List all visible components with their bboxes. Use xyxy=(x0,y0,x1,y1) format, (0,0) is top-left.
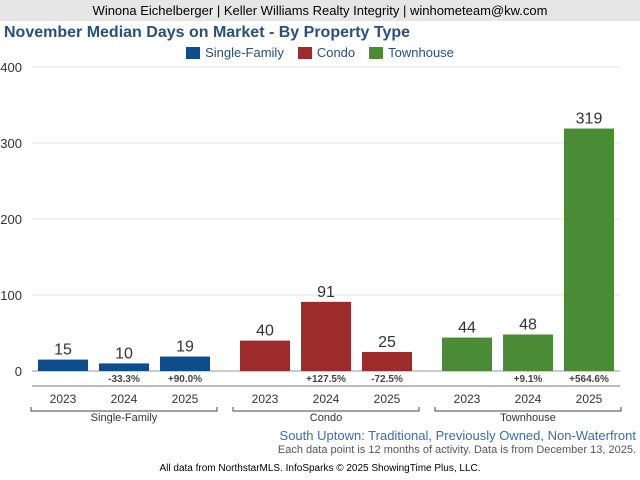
year-tick-label: 2025 xyxy=(172,392,199,406)
y-tick-label: 100 xyxy=(0,288,22,303)
change-label: -72.5% xyxy=(371,374,403,385)
source-credit: All data from NorthstarMLS. InfoSparks ©… xyxy=(159,463,481,474)
bar xyxy=(38,359,88,371)
year-tick-label: 2024 xyxy=(313,392,340,406)
bar-chart: 0 100 200 300 400 15 2023 10 -33.3% 2024 19 +90.0% 2… xyxy=(0,60,622,424)
legend: Single-Family Condo Townhouse xyxy=(0,45,640,60)
data-note: Each data point is 12 months of activity… xyxy=(277,444,636,456)
bar xyxy=(503,334,553,371)
year-tick-label: 2025 xyxy=(576,392,603,406)
bar-value-label: 48 xyxy=(519,317,537,334)
bar-value-label: 91 xyxy=(317,284,335,301)
bar xyxy=(301,301,351,371)
change-label: +564.6% xyxy=(569,374,609,385)
group-bracket xyxy=(30,407,218,412)
legend-swatch-condo xyxy=(297,46,312,59)
year-tick-label: 2025 xyxy=(374,392,401,406)
bar xyxy=(564,128,614,371)
bar-value-label: 40 xyxy=(256,323,274,340)
year-tick-label: 2023 xyxy=(252,392,279,406)
legend-label-condo: Condo xyxy=(316,45,356,60)
bar-value-label: 15 xyxy=(54,342,72,359)
legend-swatch-townhouse xyxy=(369,46,384,59)
bar xyxy=(442,337,492,371)
bar-value-label: 44 xyxy=(458,320,476,337)
bar xyxy=(160,356,210,371)
group-label: Condo xyxy=(310,412,342,424)
contact-header: Winona Eichelberger | Keller Williams Re… xyxy=(0,0,640,21)
change-label: +9.1% xyxy=(514,374,543,385)
y-tick-label: 300 xyxy=(0,136,22,151)
change-label: +127.5% xyxy=(306,374,346,385)
legend-label-single-family: Single-Family xyxy=(205,45,284,60)
group-bracket xyxy=(434,407,622,412)
bar-value-label: 25 xyxy=(378,334,396,351)
bar-value-label: 319 xyxy=(576,111,603,128)
year-tick-label: 2024 xyxy=(515,392,542,406)
group-label: Single-Family xyxy=(91,412,158,424)
group-label: Townhouse xyxy=(500,412,556,424)
year-tick-label: 2023 xyxy=(454,392,481,406)
legend-swatch-single-family xyxy=(186,46,201,59)
y-tick-label: 200 xyxy=(0,212,22,227)
year-tick-label: 2024 xyxy=(111,392,138,406)
y-tick-label: 400 xyxy=(0,60,22,75)
bar-value-label: 10 xyxy=(115,345,133,362)
chart-title: November Median Days on Market - By Prop… xyxy=(4,24,411,41)
area-description: South Uptown: Traditional, Previously Ow… xyxy=(279,428,636,443)
bar xyxy=(240,340,290,371)
legend-item-condo[interactable]: Condo xyxy=(297,45,356,60)
legend-label-townhouse: Townhouse xyxy=(388,45,454,60)
year-tick-label: 2023 xyxy=(50,392,77,406)
bar-value-label: 19 xyxy=(176,339,194,356)
y-tick-label: 0 xyxy=(15,364,22,379)
legend-item-townhouse[interactable]: Townhouse xyxy=(369,45,454,60)
change-label: -33.3% xyxy=(108,374,140,385)
change-label: +90.0% xyxy=(168,374,202,385)
group-bracket xyxy=(232,407,420,412)
legend-item-single-family[interactable]: Single-Family xyxy=(186,45,284,60)
bar xyxy=(362,352,412,371)
bar xyxy=(99,363,149,371)
